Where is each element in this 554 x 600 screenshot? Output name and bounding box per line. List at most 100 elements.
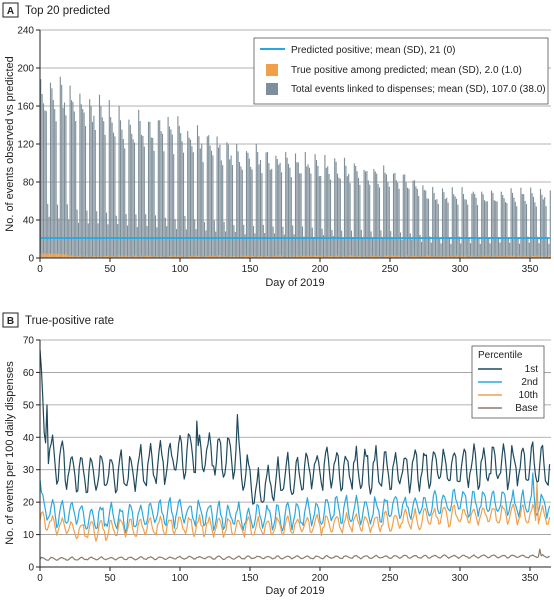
true-positive-bar	[408, 256, 410, 258]
true-positive-bar	[345, 256, 347, 258]
total-events-bar	[443, 192, 445, 258]
total-events-bar	[469, 243, 472, 258]
total-events-bar	[511, 192, 514, 258]
total-events-bar	[412, 180, 414, 258]
total-events-bar	[115, 215, 117, 258]
true-positive-bar	[404, 256, 406, 258]
total-events-bar	[133, 142, 136, 258]
true-positive-bar	[490, 256, 493, 258]
true-positive-bar	[107, 255, 109, 258]
panel-a-true-positive-bars	[40, 252, 551, 258]
total-events-bar	[307, 164, 309, 258]
total-events-bar	[157, 120, 159, 258]
total-events-bar	[493, 200, 495, 258]
panel-b-x-tick-label: 350	[522, 573, 539, 584]
total-events-bar	[308, 167, 311, 258]
true-positive-bar	[465, 255, 467, 258]
true-positive-bar	[271, 256, 273, 258]
true-positive-bar	[164, 256, 166, 258]
true-positive-bar	[171, 255, 173, 258]
true-positive-bar	[348, 255, 350, 258]
true-positive-bar	[217, 255, 220, 258]
total-events-bar	[374, 171, 376, 258]
total-events-bar	[503, 198, 505, 258]
total-events-bar	[391, 238, 393, 258]
true-positive-bar	[287, 256, 290, 258]
true-positive-bar	[258, 255, 260, 258]
true-positive-bar	[76, 256, 78, 258]
total-events-bar	[173, 154, 175, 258]
true-positive-bar	[453, 255, 455, 258]
true-positive-bar	[506, 255, 508, 258]
total-events-bar	[139, 121, 141, 258]
true-positive-bar	[380, 256, 382, 258]
true-positive-bar	[208, 255, 210, 258]
true-positive-bar	[212, 255, 214, 258]
total-events-bar	[150, 137, 152, 258]
total-events-bar	[322, 235, 325, 258]
total-events-bar	[528, 242, 530, 258]
true-positive-bar	[450, 256, 452, 258]
total-events-bar	[346, 176, 348, 258]
true-positive-bar	[532, 255, 535, 258]
true-positive-bar	[66, 253, 68, 258]
true-positive-bar	[464, 255, 466, 258]
total-events-bar	[159, 120, 161, 258]
total-events-bar	[433, 192, 435, 258]
total-events-bar	[145, 214, 147, 258]
total-events-bar	[510, 188, 512, 258]
total-events-bar	[104, 134, 106, 258]
total-events-bar	[411, 239, 413, 258]
true-positive-bar	[45, 254, 47, 258]
true-positive-bar	[289, 256, 291, 258]
true-positive-bar	[104, 255, 106, 258]
total-events-bar	[80, 104, 82, 258]
true-positive-bar	[460, 256, 462, 258]
total-events-bar	[247, 152, 249, 258]
total-events-bar	[264, 233, 266, 258]
true-positive-bar	[65, 253, 67, 258]
true-positive-bar	[534, 255, 536, 258]
total-events-bar	[42, 103, 45, 258]
total-events-bar	[488, 238, 490, 258]
true-positive-bar	[41, 254, 43, 258]
true-positive-bar	[210, 256, 213, 258]
total-events-bar	[437, 204, 439, 258]
true-positive-bar	[72, 255, 74, 258]
panel-a-x-label: Day of 2019	[265, 277, 324, 289]
total-events-bar	[201, 143, 203, 258]
true-positive-bar	[192, 255, 194, 258]
total-events-bar	[467, 204, 469, 258]
legend-label-true-positive: True positive among predicted; mean (SD)…	[291, 65, 522, 76]
true-positive-bar	[502, 255, 504, 258]
true-positive-bar	[153, 256, 155, 258]
true-positive-bar	[514, 256, 516, 258]
total-events-bar	[82, 108, 84, 258]
total-events-bar	[297, 162, 299, 258]
true-positive-bar	[96, 256, 98, 258]
panel-a-y-tick-label: 80	[23, 178, 35, 189]
true-positive-bar	[185, 256, 187, 258]
total-events-bar	[131, 133, 133, 258]
true-positive-bar	[115, 256, 117, 258]
true-positive-bar	[119, 256, 122, 258]
panel-b-x-tick-label: 300	[452, 573, 469, 584]
true-positive-bar	[496, 256, 498, 258]
total-events-bar	[363, 169, 365, 258]
true-positive-bar	[499, 256, 501, 258]
total-events-bar	[185, 229, 187, 258]
total-events-bar	[450, 243, 452, 258]
total-events-bar	[149, 121, 151, 258]
true-positive-bar	[174, 255, 176, 258]
total-events-bar	[531, 193, 533, 258]
true-positive-bar	[475, 256, 477, 258]
total-events-bar	[286, 157, 288, 258]
total-events-bar	[306, 166, 308, 258]
total-events-bar	[112, 132, 115, 258]
total-events-bar	[121, 129, 123, 258]
true-positive-bar	[216, 256, 218, 258]
true-positive-bar	[181, 256, 183, 258]
true-positive-bar	[448, 256, 451, 258]
true-positive-bar	[129, 256, 131, 258]
total-events-bar	[93, 115, 95, 259]
